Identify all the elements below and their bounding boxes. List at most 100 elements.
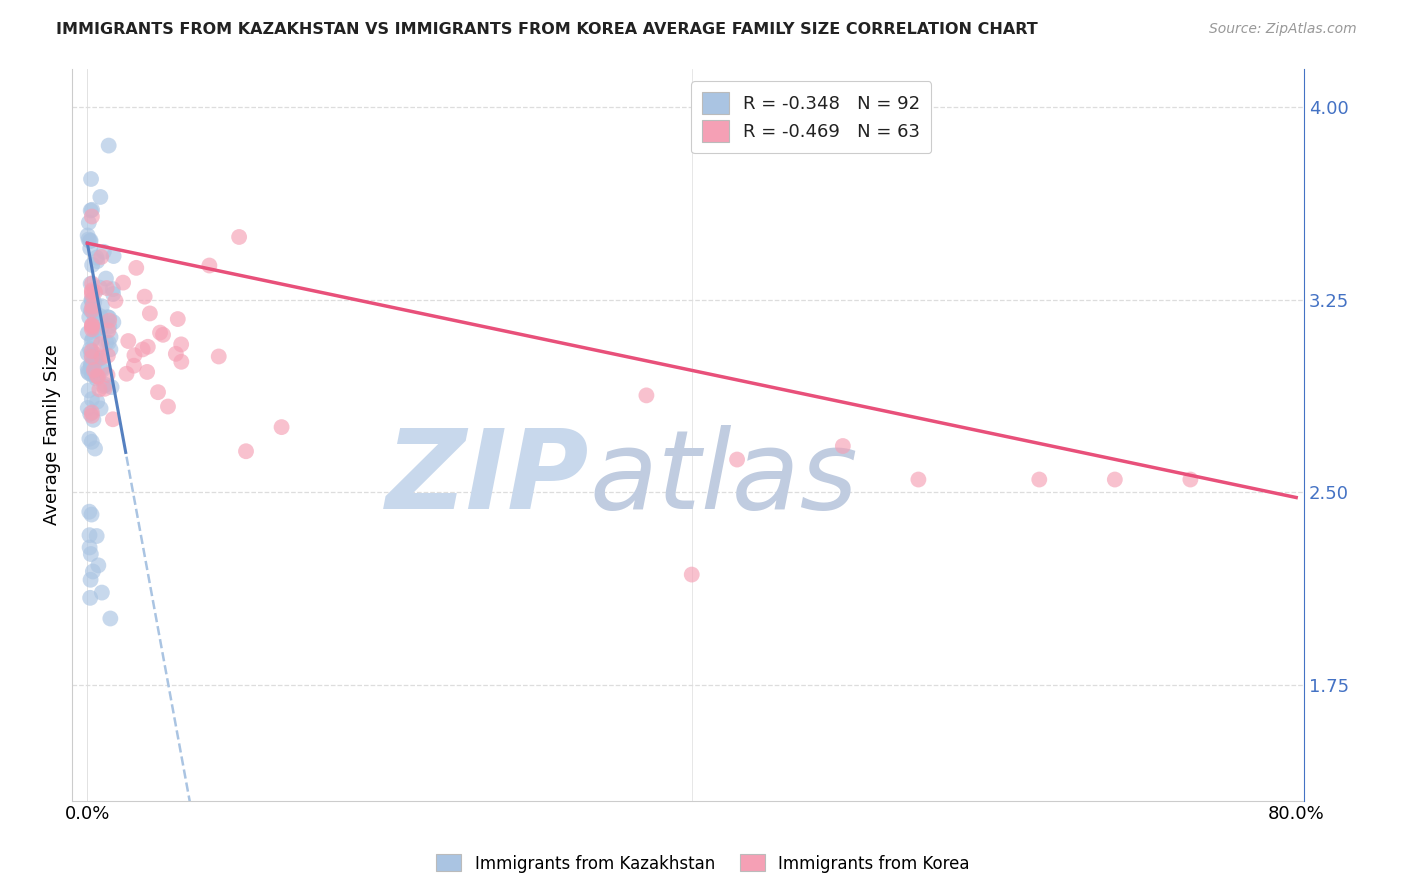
Point (98, 313, 121, 327)
Point (86, 394, 108, 409)
Point (84, 347, 107, 361)
Point (80, 293, 103, 308)
Point (80, 360, 103, 375)
Point (80, 202, 103, 217)
Point (136, 365, 159, 379)
Point (82, 294, 104, 309)
Point (86, 529, 108, 543)
Point (87, 351, 110, 366)
Point (83, 355, 105, 369)
Point (82, 277, 104, 291)
Point (681, 567, 703, 582)
Point (90, 337, 112, 351)
Point (77, 232, 100, 246)
Point (80, 334, 103, 349)
Point (86, 254, 108, 268)
Point (77, 310, 100, 325)
Point (82, 565, 104, 579)
Point (139, 306, 162, 320)
Point (77, 300, 100, 314)
Point (84, 371, 107, 385)
Point (79, 234, 101, 248)
Point (80, 318, 103, 332)
Point (146, 385, 169, 400)
Point (80, 318, 103, 333)
Point (90, 363, 112, 377)
Point (98, 611, 121, 625)
Point (80, 392, 103, 406)
Point (90, 401, 112, 416)
Point (134, 290, 156, 304)
Point (79, 528, 101, 542)
Point (94, 271, 117, 285)
Point (97, 310, 120, 324)
Point (80, 283, 103, 297)
Point (83, 363, 105, 377)
Point (77, 365, 100, 379)
Point (80, 210, 103, 224)
Point (636, 388, 658, 402)
Point (80, 203, 103, 218)
Point (80, 319, 103, 334)
Point (79, 407, 101, 421)
Point (90, 250, 112, 264)
Point (84, 369, 107, 384)
Legend: R = -0.348   N = 92, R = -0.469   N = 63: R = -0.348 N = 92, R = -0.469 N = 63 (690, 81, 931, 153)
Point (80, 285, 103, 299)
Point (79, 573, 101, 587)
Point (831, 439, 853, 453)
Point (198, 259, 221, 273)
Point (76, 326, 98, 341)
Point (97, 323, 120, 337)
Point (80, 368, 103, 382)
Point (83, 303, 105, 318)
Y-axis label: Average Family Size: Average Family Size (44, 344, 60, 525)
Point (98, 319, 121, 334)
Point (93, 382, 115, 396)
Point (93, 244, 115, 259)
Point (80, 303, 103, 318)
Point (86, 368, 108, 383)
Point (84, 442, 107, 456)
Point (89, 309, 111, 323)
Point (80, 508, 103, 522)
Point (76, 401, 98, 415)
Point (84, 314, 107, 328)
Point (79, 241, 101, 255)
Point (90, 321, 112, 335)
Point (98, 310, 121, 325)
Point (79, 505, 101, 519)
Point (101, 287, 124, 301)
Point (84, 324, 107, 338)
Point (87, 370, 110, 384)
Point (84, 322, 107, 336)
Point (1104, 473, 1126, 487)
Text: ZIP: ZIP (387, 425, 589, 532)
Point (83, 295, 105, 310)
Point (76, 360, 98, 375)
Point (165, 347, 187, 361)
Point (82, 332, 104, 346)
Point (79, 342, 101, 356)
Point (79, 541, 101, 555)
Point (94, 377, 117, 392)
Point (80, 350, 103, 364)
Point (101, 412, 124, 426)
Point (100, 380, 122, 394)
Point (80, 547, 103, 561)
Legend: Immigrants from Kazakhstan, Immigrants from Korea: Immigrants from Kazakhstan, Immigrants f… (430, 847, 976, 880)
Point (117, 334, 139, 348)
Point (79, 432, 101, 446)
Point (90, 351, 112, 365)
Point (77, 384, 100, 398)
Point (124, 348, 146, 362)
Point (170, 337, 193, 351)
Point (97, 335, 120, 350)
Point (82, 300, 104, 314)
Point (90, 585, 112, 599)
Point (96, 335, 118, 350)
Point (166, 312, 188, 326)
Point (82, 258, 104, 272)
Point (79, 591, 101, 605)
Point (208, 350, 231, 364)
